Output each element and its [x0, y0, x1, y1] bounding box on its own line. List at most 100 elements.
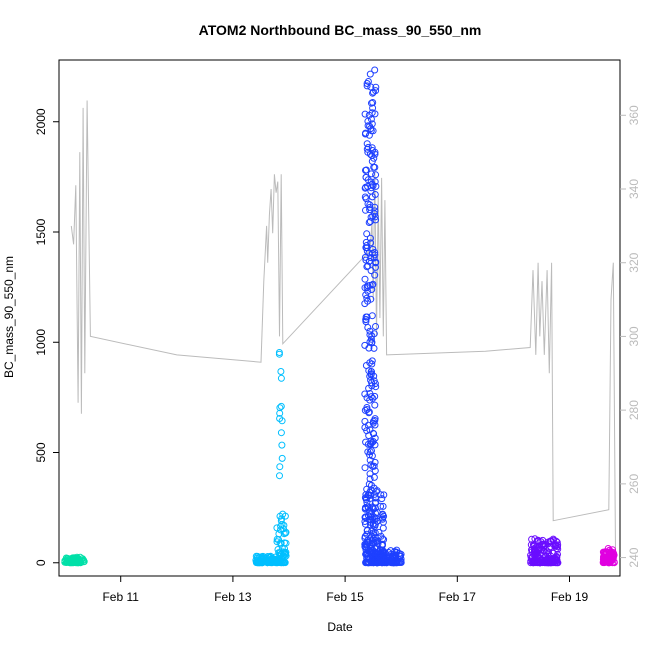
data-point: [368, 193, 376, 201]
data-point: [361, 417, 369, 425]
data-point: [73, 558, 81, 566]
data-point: [365, 480, 373, 488]
data-point: [380, 536, 388, 544]
data-point: [364, 503, 372, 511]
data-point: [604, 552, 612, 560]
data-point: [372, 87, 380, 95]
data-point: [366, 451, 373, 459]
data-point: [377, 554, 385, 562]
data-point: [362, 206, 369, 214]
data-point: [278, 454, 286, 462]
data-point: [371, 66, 379, 74]
data-point: [372, 323, 379, 330]
data-point: [370, 473, 378, 481]
y2-tick-label: 280: [627, 400, 641, 420]
data-point: [278, 559, 286, 567]
data-point: [364, 122, 372, 130]
data-point: [610, 559, 618, 567]
data-point: [366, 70, 374, 78]
data-point: [363, 427, 371, 435]
data-point: [276, 559, 283, 566]
data-point: [275, 530, 283, 538]
data-point: [373, 487, 381, 495]
data-point: [369, 99, 377, 106]
data-point: [361, 390, 369, 398]
data-point: [277, 429, 285, 437]
data-point: [379, 511, 387, 519]
y2-tick-label: 320: [627, 252, 641, 272]
data-point: [63, 555, 71, 562]
x-tick-label: Feb 15: [326, 590, 364, 604]
data-point: [276, 415, 284, 422]
x-tick-label: Feb 19: [551, 590, 589, 604]
data-point: [370, 254, 378, 262]
data-point: [369, 546, 377, 554]
data-point: [363, 230, 371, 238]
data-point: [366, 494, 374, 502]
data-point: [369, 182, 377, 190]
data-point: [273, 557, 281, 565]
data-point: [392, 551, 399, 559]
data-point: [371, 441, 379, 449]
data-point: [254, 552, 261, 560]
data-point: [552, 537, 560, 545]
data-point: [275, 350, 283, 358]
data-point: [362, 316, 370, 323]
data-point: [371, 467, 379, 475]
data-point: [277, 368, 285, 375]
data-point: [365, 131, 373, 139]
data-point: [368, 99, 375, 107]
y-tick-label: 500: [34, 442, 48, 462]
data-point: [361, 544, 369, 551]
data-point: [368, 357, 376, 365]
data-point: [281, 512, 289, 520]
data-point: [599, 559, 607, 567]
data-point: [362, 520, 369, 528]
data-point: [601, 550, 608, 558]
x-tick-label: Feb 13: [214, 590, 252, 604]
data-point: [276, 472, 283, 480]
data-point: [369, 559, 377, 567]
data-point: [277, 402, 285, 410]
data-point: [368, 312, 376, 320]
data-point: [362, 291, 370, 299]
data-point: [362, 496, 370, 504]
data-point: [371, 401, 379, 409]
data-point: [377, 502, 385, 510]
data-point: [280, 521, 288, 529]
data-point: [530, 541, 538, 549]
data-point: [527, 559, 535, 567]
data-point: [372, 498, 380, 506]
data-point: [361, 184, 369, 192]
data-point: [366, 470, 374, 478]
data-point: [371, 534, 379, 542]
data-point: [367, 335, 375, 343]
data-point: [277, 539, 285, 547]
data-point: [368, 503, 376, 511]
data-point: [541, 542, 549, 550]
x-tick-label: Feb 11: [102, 590, 139, 604]
data-point: [362, 513, 370, 521]
data-point: [364, 143, 372, 151]
data-point: [372, 263, 379, 271]
data-point: [361, 406, 369, 414]
data-point: [367, 254, 375, 262]
data-point: [553, 554, 561, 562]
data-point: [367, 170, 375, 178]
data-point: [363, 263, 371, 271]
data-point: [371, 417, 379, 424]
data-point: [366, 150, 374, 158]
data-point: [371, 148, 379, 156]
data-point: [366, 426, 374, 434]
data-point: [364, 559, 372, 567]
data-point: [361, 300, 369, 308]
data-point: [362, 129, 370, 137]
data-point: [367, 437, 375, 445]
data-point: [258, 559, 266, 567]
chart-title: ATOM2 Northbound BC_mass_90_550_nm: [199, 22, 482, 38]
data-point: [363, 82, 371, 90]
y-tick-label: 1500: [34, 218, 48, 245]
data-point: [364, 324, 372, 331]
secondary-line-series: [70, 100, 616, 554]
data-point: [372, 383, 380, 391]
